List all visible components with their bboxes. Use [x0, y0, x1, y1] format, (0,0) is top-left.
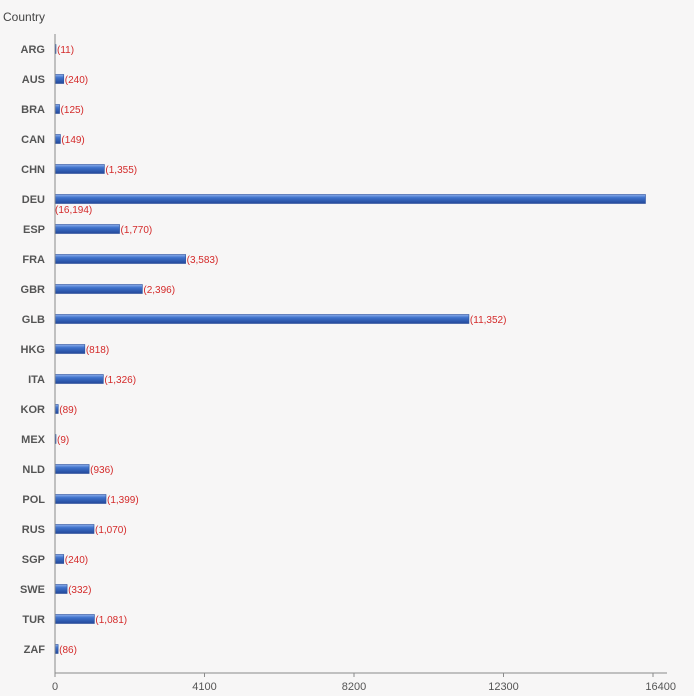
plot-area: ARG (11) AUS (240) BRA (125) CAN (149) CHN (1,355…	[20, 44, 676, 693]
category-label: MEX	[21, 434, 46, 446]
data-label: (818)	[86, 345, 109, 356]
category-label: FRA	[22, 254, 45, 266]
data-label: (9)	[57, 435, 69, 446]
bar	[54, 614, 95, 624]
bar	[54, 284, 143, 294]
bar	[54, 464, 90, 474]
category-label: DEU	[22, 194, 45, 206]
data-label: (3,583)	[187, 255, 219, 266]
category-label: ARG	[21, 44, 45, 56]
category-label: NLD	[22, 464, 45, 476]
bar	[54, 134, 61, 144]
data-label: (125)	[61, 105, 84, 116]
x-tick-label: 0	[52, 681, 58, 693]
y-axis-title: Country	[3, 10, 45, 24]
data-label: (149)	[61, 135, 84, 146]
bar	[54, 314, 470, 324]
bar	[54, 104, 60, 114]
category-label: KOR	[21, 404, 46, 416]
category-label: CAN	[21, 134, 45, 146]
data-label: (1,399)	[107, 495, 139, 506]
data-label: (1,355)	[105, 165, 137, 176]
data-label: (2,396)	[143, 285, 175, 296]
category-label: SGP	[22, 554, 45, 566]
category-label: ESP	[23, 224, 45, 236]
data-label: (86)	[59, 645, 77, 656]
data-label: (1,081)	[95, 615, 127, 626]
bar	[54, 224, 120, 234]
x-tick-label: 4100	[192, 681, 216, 693]
category-label: GLB	[22, 314, 45, 326]
category-label: RUS	[22, 524, 45, 536]
data-label: (16,194)	[55, 205, 92, 216]
category-label: SWE	[20, 584, 45, 596]
category-label: ZAF	[24, 644, 46, 656]
bar	[54, 164, 105, 174]
x-tick-label: 12300	[488, 681, 519, 693]
data-label: (332)	[68, 585, 91, 596]
category-label: CHN	[21, 164, 45, 176]
x-tick-label: 16400	[645, 681, 676, 693]
bar	[54, 584, 68, 594]
bar	[54, 344, 86, 354]
data-label: (1,070)	[95, 525, 127, 536]
data-label: (1,770)	[121, 225, 153, 236]
bar	[54, 374, 104, 384]
bar	[54, 254, 186, 264]
category-label: TUR	[22, 614, 45, 626]
category-label: HKG	[21, 344, 45, 356]
category-label: AUS	[22, 74, 45, 86]
data-label: (1,326)	[104, 375, 136, 386]
bar	[54, 194, 646, 204]
data-label: (89)	[59, 405, 77, 416]
data-label: (240)	[65, 75, 88, 86]
bar	[54, 74, 65, 84]
data-label: (240)	[65, 555, 88, 566]
category-label: ITA	[28, 374, 45, 386]
data-label: (11)	[57, 45, 74, 56]
category-label: GBR	[21, 284, 46, 296]
bar	[54, 554, 65, 564]
category-label: POL	[22, 494, 45, 506]
data-label: (936)	[90, 465, 113, 476]
category-label: BRA	[21, 104, 45, 116]
bar	[54, 524, 95, 534]
data-label: (11,352)	[470, 315, 507, 326]
bar	[54, 494, 107, 504]
x-tick-label: 8200	[342, 681, 366, 693]
